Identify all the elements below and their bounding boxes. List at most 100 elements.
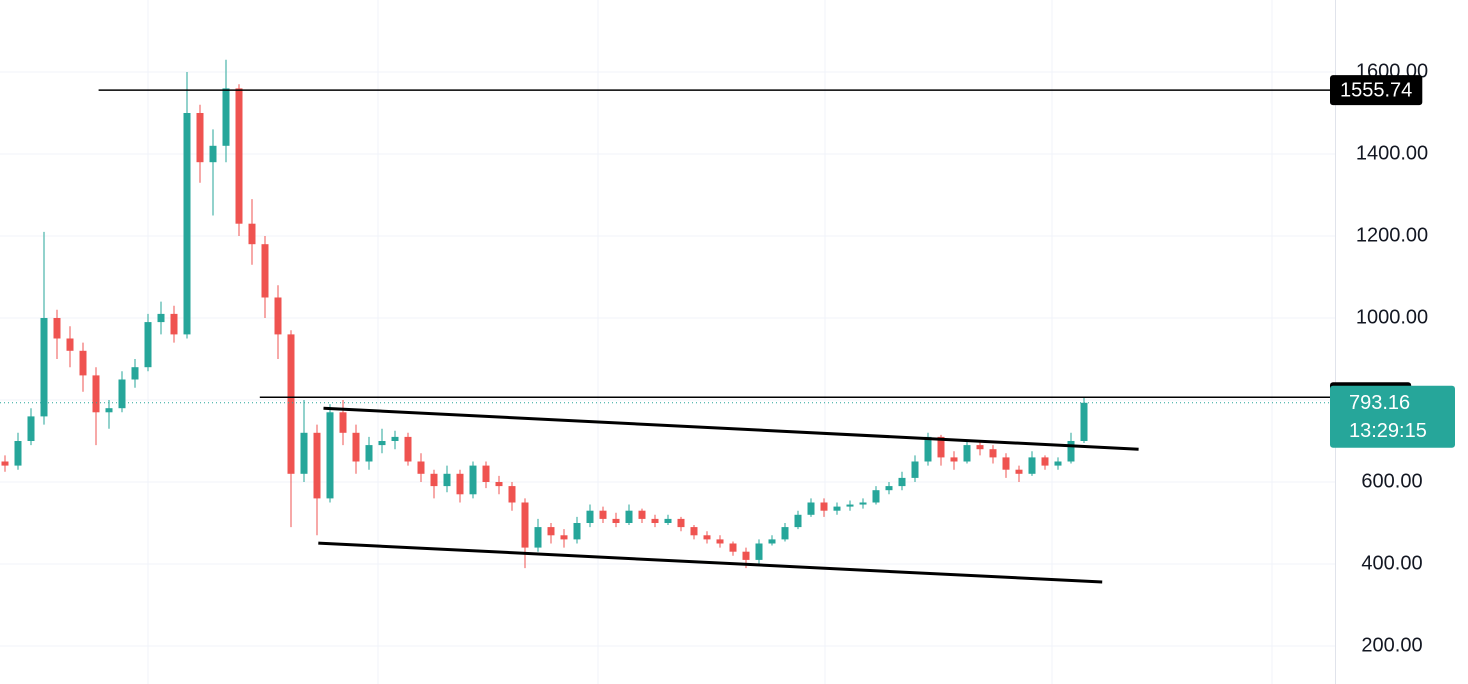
candle-body [222,88,230,146]
last-price-value: 793.16 [1349,392,1410,414]
candle-body [196,112,204,163]
trendline [318,541,1103,584]
candle-body [469,465,477,495]
candle-body [170,313,178,335]
candle-body [508,486,516,503]
candle-body [274,297,282,335]
candle-body [781,527,789,540]
candle-body [495,481,503,487]
candle-body [716,539,724,544]
candle-body [1,461,9,466]
candle-body [560,535,568,540]
candle-body [261,244,269,298]
candle-body [976,445,984,450]
countdown: 13:29:15 [1349,420,1427,442]
candle-body [1028,457,1036,474]
candle-body [859,502,867,505]
candle-body [157,313,165,323]
candle-body [807,502,815,515]
candle-body [937,436,945,458]
candle-body [898,477,906,487]
candle-body [248,223,256,245]
candle-body [1041,457,1049,466]
candle-body [144,322,152,368]
candle-body [677,518,685,528]
candle-body [989,449,997,458]
last-price-label: 793.16 13:29:15 [1330,385,1455,448]
candle-body [911,461,919,478]
candle-body [14,440,22,466]
candle-body [131,367,139,380]
candle-body [53,317,61,339]
candle-body [183,112,191,335]
candle-body [586,510,594,523]
candle-body [924,436,932,462]
candle-body [846,504,854,507]
candle-body [365,445,373,462]
y-tick-label: 1200.00 [1356,224,1428,246]
candle-body [430,473,438,487]
candle-body [209,145,217,163]
candle-body [703,535,711,540]
candle-body [443,473,451,487]
candle-body [326,412,334,499]
candle-body [521,502,529,548]
candle-body [118,379,126,409]
y-tick-label: 600.00 [1361,470,1422,492]
candle-body [456,473,464,495]
time-grid [147,0,1273,684]
candle-body [482,465,490,482]
y-tick-label: 200.00 [1361,634,1422,656]
candle-body [417,461,425,474]
candle-body [66,338,74,351]
candle-body [612,518,620,523]
candle-body [950,457,958,462]
candle-body [1067,440,1075,462]
candle-body [79,350,87,376]
candle-body [391,436,399,441]
price-line-value: 1555.74 [1340,79,1412,101]
candle-body [378,440,386,446]
candle-body [573,522,581,540]
candle-body [534,527,542,548]
candle-body [820,502,828,511]
candle-body [300,432,308,474]
price-line-label: 1555.74 [1330,75,1423,106]
candle-body [287,334,295,474]
candle-body [352,432,360,462]
candle-body [872,490,880,503]
candle-body [625,510,633,523]
candle-body [1054,461,1062,466]
candle-body [794,514,802,528]
candle-body [729,543,737,552]
candle-body [1015,469,1023,474]
candle-body [963,445,971,462]
candle-body [1002,457,1010,470]
candle-body [339,412,347,433]
y-tick-label: 1000.00 [1356,306,1428,328]
candle-body [742,551,750,560]
candle-body [833,506,841,511]
candle-body [547,527,555,536]
candle-body [651,518,659,523]
last-price-box [1330,385,1455,448]
price-line-box [1330,75,1423,106]
candle-body [755,543,763,560]
candle-body [885,486,893,491]
candle-body [404,436,412,462]
candle-body [92,375,100,413]
candle-body [690,527,698,536]
candle-body [235,88,243,224]
candle-body [599,510,607,519]
trendline [323,406,1139,451]
candle-body [40,317,48,417]
y-tick-label: 1400.00 [1356,142,1428,164]
y-tick-label: 400.00 [1361,552,1422,574]
candle-body [768,539,776,544]
candle-body [27,416,35,441]
candle-body [664,518,672,523]
candle-body [105,408,113,413]
candle-body [313,432,321,499]
